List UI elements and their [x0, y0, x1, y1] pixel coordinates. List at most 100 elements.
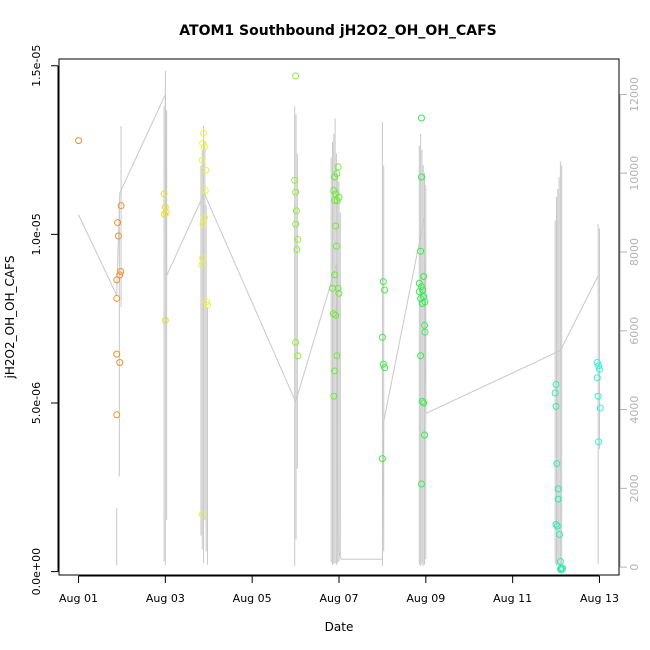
data-point — [554, 485, 562, 493]
data-point — [203, 298, 211, 306]
y-tick-label: 1.0e-05 — [30, 213, 43, 255]
data-point — [593, 359, 601, 367]
data-point — [378, 333, 386, 341]
data-point — [418, 397, 426, 405]
data-point — [331, 197, 339, 205]
data-point — [292, 207, 300, 215]
data-point — [292, 188, 300, 196]
data-point — [421, 321, 429, 329]
data-point — [114, 232, 122, 240]
data-point — [335, 289, 343, 297]
chart-title: ATOM1 Southbound jH2O2_OH_OH_CAFS — [179, 23, 496, 39]
data-point — [378, 455, 386, 463]
data-point — [198, 510, 206, 518]
data-point — [381, 364, 389, 372]
data-point — [333, 197, 341, 205]
y-tick-label: 1.5e-05 — [30, 45, 43, 87]
data-point — [203, 301, 211, 309]
x-axis-label: Date — [325, 620, 354, 634]
data-point — [334, 163, 342, 171]
data-point — [331, 367, 339, 375]
data-point — [199, 254, 207, 262]
y2-tick-label: 8000 — [628, 238, 641, 266]
data-point — [333, 170, 341, 178]
data-point — [329, 310, 337, 318]
data-point — [552, 520, 560, 528]
y-axis: 0.0e+00 5.0e-06 1.0e-05 1.5e-05 — [30, 45, 59, 595]
data-point — [200, 143, 208, 151]
data-point — [160, 190, 168, 198]
data-point — [202, 166, 210, 174]
y2-tick-label: 4000 — [628, 396, 641, 424]
data-point — [113, 350, 121, 358]
x-axis: Aug 01 Aug 03 Aug 05 Aug 07 Aug 09 Aug 11 Aug … — [59, 575, 619, 605]
data-point — [292, 72, 300, 80]
data-point — [417, 480, 425, 488]
x-tick-label: Aug 03 — [146, 592, 185, 605]
data-point — [596, 404, 604, 412]
data-point — [294, 235, 302, 243]
data-point — [116, 359, 124, 367]
y2-tick-label: 6000 — [628, 317, 641, 345]
data-point — [292, 338, 300, 346]
data-point — [113, 276, 121, 284]
data-point — [294, 352, 302, 360]
data-point — [160, 210, 168, 218]
data-point — [595, 365, 603, 373]
data-point — [554, 495, 562, 503]
data-point — [381, 286, 389, 294]
y2-tick-label: 12000 — [628, 77, 641, 112]
data-point — [553, 460, 561, 468]
data-point — [200, 129, 208, 137]
x-tick-label: Aug 11 — [493, 592, 532, 605]
data-point — [201, 187, 209, 195]
x-tick-label: Aug 09 — [406, 592, 445, 605]
data-point — [333, 352, 341, 360]
data-point — [331, 271, 339, 279]
data-point — [595, 438, 603, 446]
y-tick-label: 0.0e+00 — [30, 548, 43, 595]
x-tick-label: Aug 01 — [59, 592, 98, 605]
data-point — [116, 271, 124, 279]
data-point — [595, 362, 603, 370]
data-point — [593, 374, 601, 382]
y-tick-label: 5.0e-06 — [30, 382, 43, 424]
x-tick-label: Aug 07 — [320, 592, 359, 605]
data-point — [417, 352, 425, 360]
altitude-path — [78, 94, 599, 560]
data-point — [291, 176, 299, 184]
y-axis-label: jH2O2_OH_OH_CAFS — [3, 256, 17, 380]
x-tick-label: Aug 13 — [580, 592, 619, 605]
data-point — [199, 220, 207, 228]
data-point — [200, 214, 208, 222]
data-point — [379, 278, 387, 286]
y2-tick-label: 2000 — [628, 474, 641, 502]
data-point — [117, 202, 125, 210]
data-point — [420, 273, 428, 281]
data-point — [330, 187, 338, 195]
data-point — [161, 203, 169, 211]
data-point — [421, 431, 429, 439]
data-point — [113, 294, 121, 302]
y2-tick-label: 0 — [628, 564, 641, 571]
y2-axis: 0 2000 4000 6000 8000 10000 12000 — [619, 77, 641, 571]
points-layer — [75, 72, 604, 574]
data-point — [198, 156, 206, 164]
data-point — [556, 565, 564, 573]
data-point — [335, 193, 343, 201]
data-point — [332, 222, 340, 230]
data-point — [552, 380, 560, 388]
data-point — [334, 284, 342, 292]
data-point — [417, 173, 425, 181]
data-point — [332, 311, 340, 319]
data-point — [553, 522, 561, 530]
data-point — [421, 328, 429, 336]
data-point — [330, 392, 338, 400]
data-point — [551, 389, 559, 397]
data-point — [594, 392, 602, 400]
data-point — [114, 219, 122, 227]
data-point — [556, 531, 564, 539]
data-point — [415, 288, 423, 296]
data-point — [199, 139, 207, 147]
data-point — [292, 220, 300, 228]
